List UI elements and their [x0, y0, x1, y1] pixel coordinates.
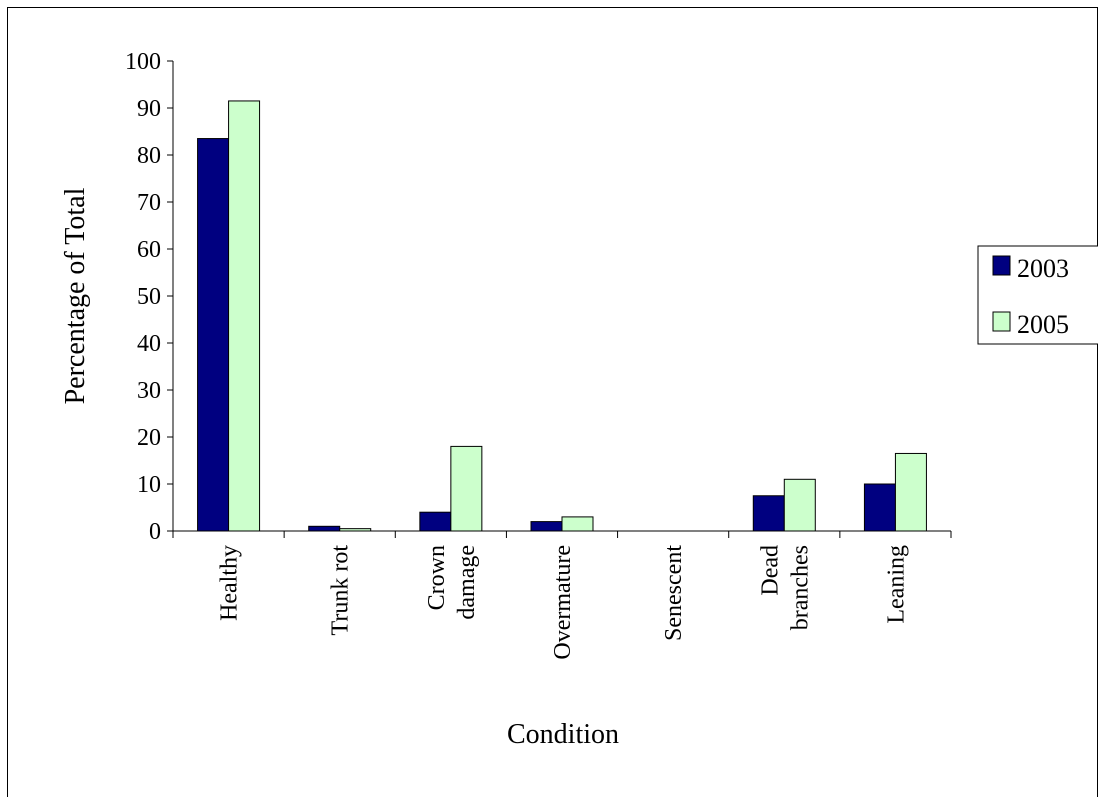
y-tick-label-50: 50 — [137, 284, 161, 310]
legend: 2003 2005 — [977, 245, 1098, 345]
bar-2005-5 — [783, 478, 816, 532]
x-category-label-5-0: Dead — [757, 545, 783, 596]
bar-2005-0 — [228, 100, 261, 532]
y-tick-label-90: 90 — [137, 96, 161, 122]
legend-label-2005: 2005 — [1017, 310, 1069, 339]
bar-2005-2 — [450, 445, 483, 532]
bar-2005-6 — [894, 452, 927, 532]
x-category-label-0: Healthy — [217, 545, 243, 621]
x-category-label-3: Overmature — [550, 545, 576, 660]
chart-frame — [7, 7, 1098, 797]
bar-2003-6 — [863, 483, 896, 532]
x-category-label-2-1: damage — [454, 545, 480, 620]
y-tick-label-20: 20 — [137, 425, 161, 451]
bar-2003-0 — [197, 138, 230, 532]
bar-2003-1 — [308, 525, 341, 532]
x-category-label-1: Trunk rot — [328, 545, 354, 636]
y-tick-label-40: 40 — [137, 331, 161, 357]
legend-swatch-2003 — [992, 255, 1011, 276]
legend-swatch-2005 — [992, 311, 1011, 332]
x-category-label-6: Leaning — [883, 545, 909, 624]
bar-2003-3 — [530, 521, 563, 532]
y-axis-title: Percentage of Total — [60, 187, 91, 404]
bar-2003-2 — [419, 511, 452, 532]
y-tick-label-10: 10 — [137, 472, 161, 498]
y-tick-label-0: 0 — [149, 519, 161, 545]
y-tick-label-70: 70 — [137, 190, 161, 216]
x-category-label-4: Senescent — [661, 545, 687, 641]
y-tick-label-100: 100 — [125, 49, 161, 75]
bar-2005-3 — [561, 516, 594, 532]
x-axis-title: Condition — [507, 719, 619, 750]
x-category-label-2-0: Crown — [424, 545, 450, 610]
plot-area: 0 10 20 30 40 50 60 70 80 90 100 Healthy Trunk rot Cr… — [125, 49, 952, 660]
x-category-label-5-1: branches — [787, 545, 813, 630]
legend-label-2003: 2003 — [1017, 254, 1069, 283]
y-tick-label-80: 80 — [137, 143, 161, 169]
bar-2003-5 — [752, 495, 785, 532]
y-tick-label-60: 60 — [137, 237, 161, 263]
y-tick-label-30: 30 — [137, 378, 161, 404]
